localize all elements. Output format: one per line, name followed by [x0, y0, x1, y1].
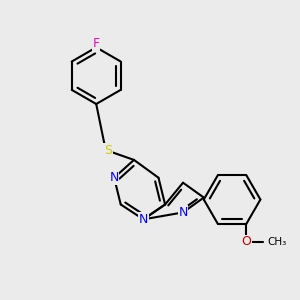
Text: F: F: [93, 37, 100, 50]
Text: N: N: [178, 206, 188, 219]
Text: CH₃: CH₃: [268, 237, 287, 247]
Text: N: N: [139, 213, 148, 226]
Text: O: O: [241, 236, 251, 248]
Text: N: N: [110, 171, 119, 184]
Text: S: S: [104, 143, 112, 157]
